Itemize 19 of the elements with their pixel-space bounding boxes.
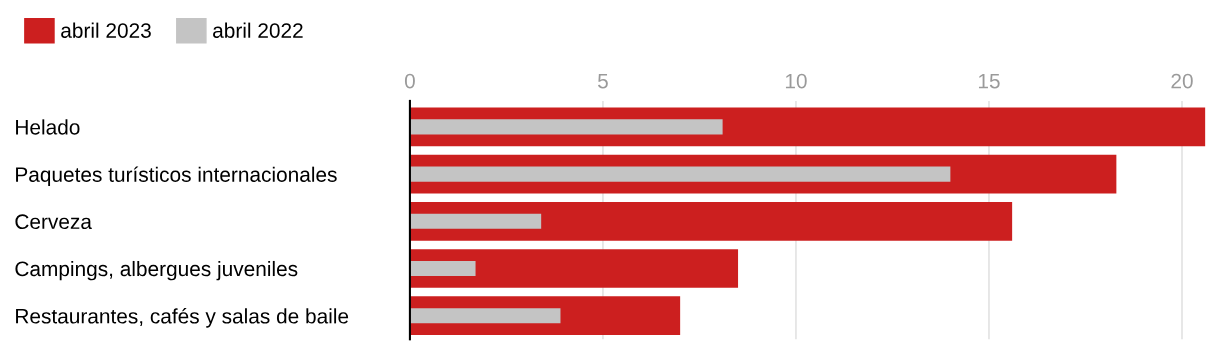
bar: [409, 166, 951, 182]
legend-label: abril 2023: [61, 22, 151, 38]
y-tick-label: Restaurantes, cafés y salas de baile: [16, 308, 349, 328]
bar: [409, 201, 1013, 241]
bar: [409, 249, 739, 288]
legend-label: abril 2022: [213, 22, 303, 38]
x-tick-label: 10: [785, 73, 807, 89]
bar: [409, 260, 476, 277]
bar: [409, 308, 561, 324]
x-tick-label: 0: [404, 73, 415, 89]
bar: [409, 119, 723, 135]
x-tick-label: 20: [1171, 73, 1193, 89]
y-tick-label: Helado: [16, 119, 80, 135]
y-tick-label: Cerveza: [15, 214, 92, 230]
x-tick-label: 15: [978, 73, 1000, 89]
y-tick-label: Paquetes turísticos internacionales: [16, 166, 337, 187]
bar: [409, 213, 542, 229]
x-tick-label: 5: [597, 73, 608, 89]
y-tick-label: Campings, albergues juveniles: [15, 260, 298, 281]
